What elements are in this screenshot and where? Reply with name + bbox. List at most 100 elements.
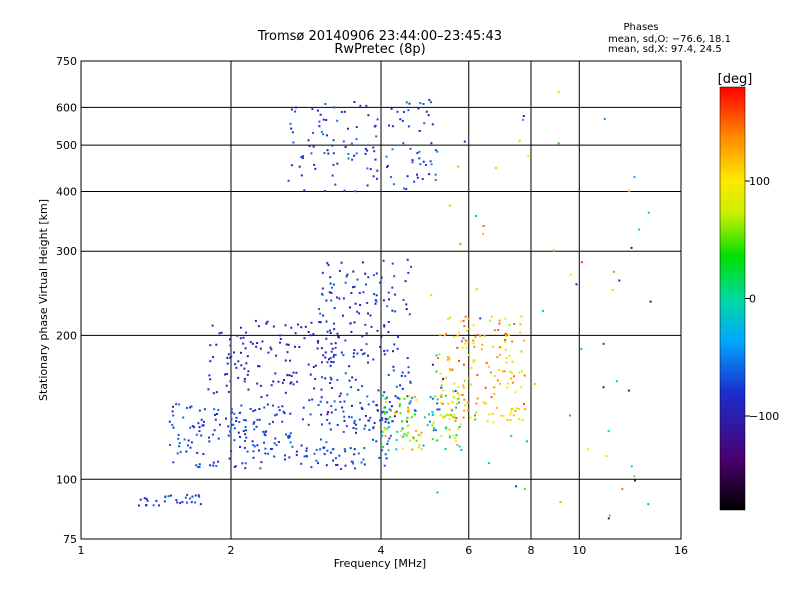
data-point — [217, 408, 220, 411]
data-point — [498, 319, 501, 322]
data-point — [376, 118, 379, 121]
data-point — [229, 380, 232, 383]
data-point — [239, 436, 241, 438]
data-point — [181, 501, 184, 504]
data-point — [284, 324, 287, 327]
data-point — [405, 418, 408, 421]
data-point — [339, 400, 342, 403]
data-point — [328, 358, 330, 361]
data-point — [475, 402, 478, 405]
data-point — [229, 356, 232, 359]
data-point — [364, 424, 367, 427]
data-point — [375, 300, 378, 303]
data-point — [359, 104, 362, 107]
data-point — [244, 467, 247, 470]
data-point — [345, 425, 348, 428]
data-point — [343, 448, 346, 451]
data-point — [244, 440, 246, 442]
data-point — [463, 398, 466, 401]
data-point — [383, 427, 386, 430]
data-point — [331, 286, 333, 289]
data-point — [323, 453, 326, 456]
data-point — [245, 436, 248, 439]
data-point — [390, 405, 393, 408]
data-point — [325, 441, 328, 444]
data-point — [351, 158, 354, 161]
data-point — [346, 127, 349, 130]
data-point — [288, 435, 291, 438]
data-point — [431, 363, 434, 366]
data-point — [436, 491, 439, 494]
data-point — [372, 358, 375, 361]
data-point — [401, 427, 404, 430]
data-point — [334, 457, 337, 460]
data-point — [175, 499, 178, 501]
data-point — [319, 400, 322, 403]
data-point — [240, 404, 243, 407]
data-point — [335, 464, 338, 466]
data-point — [249, 341, 252, 344]
data-point — [334, 408, 337, 411]
data-point — [406, 357, 409, 360]
data-point — [383, 411, 386, 414]
data-point — [407, 271, 410, 274]
data-point — [393, 343, 396, 346]
data-point — [252, 450, 255, 453]
data-point — [244, 433, 247, 436]
data-point — [508, 354, 511, 357]
data-point — [649, 300, 652, 303]
data-point — [277, 406, 280, 409]
data-point — [245, 362, 248, 365]
data-point — [512, 381, 514, 384]
data-point — [281, 381, 284, 384]
data-point — [431, 411, 434, 414]
data-point — [453, 335, 456, 338]
data-point — [450, 413, 452, 416]
data-point — [376, 177, 378, 180]
data-point — [333, 322, 335, 325]
data-point — [518, 371, 521, 374]
data-point — [464, 342, 467, 345]
data-points — [138, 91, 652, 520]
data-point — [290, 127, 293, 130]
data-point — [349, 447, 352, 450]
data-point — [178, 445, 181, 448]
data-point — [630, 465, 633, 468]
data-point — [187, 439, 190, 442]
data-point — [495, 167, 497, 169]
data-point — [385, 411, 388, 414]
data-point — [203, 408, 206, 411]
data-point — [198, 466, 201, 469]
data-point — [360, 349, 363, 351]
data-point — [456, 346, 459, 349]
data-point — [375, 294, 378, 297]
data-point — [325, 337, 328, 340]
data-point — [524, 408, 527, 411]
data-point — [331, 174, 334, 177]
data-point — [146, 499, 149, 502]
data-point — [330, 387, 333, 389]
data-point — [438, 408, 441, 411]
data-point — [139, 498, 142, 501]
data-point — [602, 386, 605, 389]
data-point — [336, 332, 339, 335]
data-point — [416, 176, 419, 179]
data-point — [446, 356, 449, 359]
data-point — [198, 495, 201, 498]
data-point — [472, 342, 475, 344]
data-point — [457, 397, 460, 400]
data-point — [542, 309, 544, 312]
data-point — [189, 406, 191, 409]
data-point — [292, 371, 295, 374]
data-point — [320, 413, 323, 416]
data-point — [363, 463, 366, 466]
data-point — [352, 286, 354, 289]
data-point — [385, 396, 388, 399]
data-point — [304, 325, 307, 328]
data-point — [413, 396, 416, 398]
data-point — [315, 459, 318, 462]
data-point — [352, 355, 355, 358]
data-point — [344, 339, 347, 342]
data-point — [386, 166, 388, 169]
data-point — [233, 427, 236, 430]
